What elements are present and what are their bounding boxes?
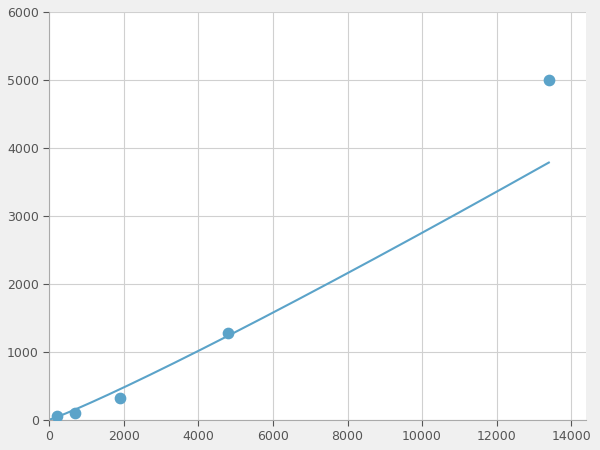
Point <box>223 329 233 336</box>
Point <box>544 76 554 84</box>
Point <box>71 409 80 416</box>
Point <box>115 394 125 401</box>
Point <box>52 412 62 419</box>
